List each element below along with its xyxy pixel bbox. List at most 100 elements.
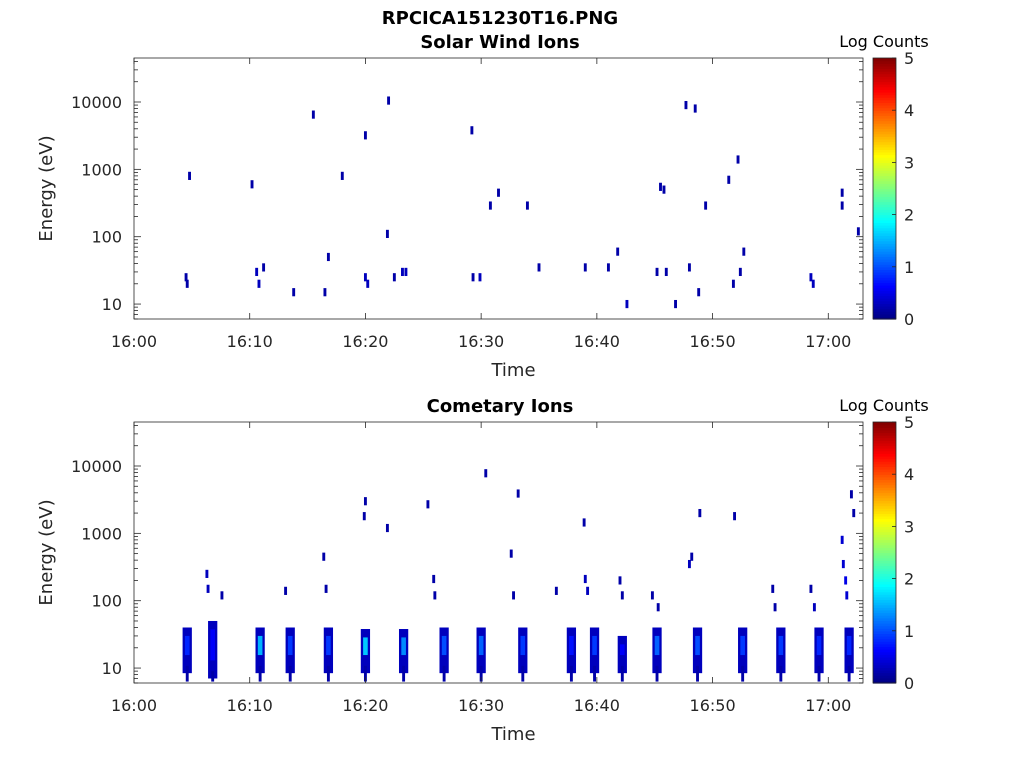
colorbar-segment <box>873 104 896 109</box>
colorbar-segment <box>873 290 896 294</box>
colorbar-segment <box>873 282 896 286</box>
spectrogram-cell <box>618 576 622 585</box>
colorbar-segment <box>873 112 896 117</box>
spectrogram-cell <box>695 635 700 656</box>
spectrogram-cell <box>773 603 777 612</box>
colorbar-segment <box>873 264 896 268</box>
spectrogram-cell <box>741 665 745 682</box>
spectrogram-cell <box>525 201 529 210</box>
colorbar-segment <box>873 604 896 608</box>
spectrogram-cell <box>385 523 389 533</box>
colorbar-segment <box>873 583 896 588</box>
spectrogram-cell <box>363 131 367 140</box>
spectrogram-cell <box>654 635 660 656</box>
spectrogram-cell <box>478 273 482 282</box>
spectrogram-cell <box>433 591 437 600</box>
colorbar-segment <box>873 489 896 494</box>
colorbar-segment <box>873 651 896 655</box>
spectrogram-cell <box>432 574 436 584</box>
spectrogram-cell <box>697 288 701 297</box>
colorbar-segment <box>873 474 896 478</box>
spectrogram-cell <box>206 584 210 593</box>
colorbar-tick-label: 0 <box>904 310 914 329</box>
colorbar-segment <box>873 555 896 559</box>
colorbar-segment <box>873 175 896 179</box>
axes-box <box>133 421 864 684</box>
colorbar-segment <box>873 311 896 315</box>
colorbar-segment <box>873 479 896 483</box>
colorbar-label: Log Counts <box>839 396 929 415</box>
colorbar-segment <box>873 607 896 611</box>
colorbar-segment <box>873 86 896 90</box>
colorbar-segment <box>873 266 896 271</box>
colorbar-segment <box>873 664 896 668</box>
colorbar-segment <box>873 677 896 681</box>
colorbar-segment <box>873 217 896 221</box>
spectrogram-cell <box>512 591 515 600</box>
spectrogram-cell <box>250 180 254 189</box>
x-tick-label: 17:00 <box>805 696 851 715</box>
x-axis-label: Time <box>490 724 535 745</box>
colorbar-segment <box>873 97 896 101</box>
spectrogram-cell <box>593 665 596 682</box>
y-axis-label: Energy (eV) <box>36 499 57 605</box>
colorbar-segment <box>873 476 896 481</box>
spectrogram-cell <box>363 273 367 282</box>
colorbar-segment <box>873 146 896 150</box>
colorbar-segment <box>873 144 896 148</box>
colorbar-tick-label: 4 <box>904 101 914 120</box>
spectrogram-cell <box>606 263 610 272</box>
spectrogram-cell <box>366 279 370 288</box>
colorbar-segment <box>873 308 896 312</box>
colorbar-segment <box>873 107 896 111</box>
colorbar-segment <box>873 138 896 143</box>
spectrogram-cell <box>620 665 624 682</box>
colorbar-segment <box>873 102 896 106</box>
spectrogram-cell <box>693 104 697 113</box>
spectrogram-cell <box>287 635 293 656</box>
spectrogram-cell <box>740 635 745 656</box>
colorbar-segment <box>873 298 896 302</box>
colorbar-tick-label: 3 <box>904 153 914 172</box>
colorbar-segment <box>873 159 896 163</box>
x-tick-label: 16:10 <box>227 696 273 715</box>
spectrogram-cell <box>592 635 597 656</box>
spectrogram-cell <box>811 279 815 288</box>
spectrogram-cell <box>292 288 296 297</box>
spectrogram-cell <box>687 559 691 569</box>
colorbar-label: Log Counts <box>839 32 929 51</box>
spectrogram-cell <box>255 267 259 277</box>
colorbar-segment <box>873 453 896 457</box>
colorbar-segment <box>873 482 896 486</box>
colorbar-segment <box>873 128 896 132</box>
colorbar-segment <box>873 172 896 177</box>
colorbar-segment <box>873 542 896 546</box>
x-tick-label: 16:30 <box>458 332 504 351</box>
colorbar-segment <box>873 549 896 554</box>
colorbar-tick-label: 2 <box>904 206 914 225</box>
colorbar-segment <box>873 435 896 439</box>
colorbar-segment <box>873 442 896 447</box>
colorbar-segment <box>873 78 896 83</box>
spectrogram-cell <box>340 171 344 180</box>
colorbar-segment <box>873 641 896 645</box>
colorbar-segment <box>873 534 896 538</box>
colorbar-segment <box>873 222 896 226</box>
colorbar-segment <box>873 424 896 428</box>
spectrogram-cell <box>846 635 852 656</box>
colorbar-segment <box>873 466 896 470</box>
spectrogram-cell <box>733 512 737 521</box>
colorbar-segment <box>873 251 896 255</box>
colorbar-segment <box>873 99 896 103</box>
colorbar-segment <box>873 193 896 197</box>
spectrogram-cell <box>684 100 688 110</box>
colorbar-segment <box>873 568 896 572</box>
colorbar-segment <box>873 625 896 629</box>
colorbar-segment <box>873 455 896 460</box>
spectrogram-cell <box>620 644 625 656</box>
colorbar-segment <box>873 633 896 637</box>
x-tick-label: 17:00 <box>805 332 851 351</box>
spectrogram-cell <box>616 247 620 256</box>
colorbar-segment <box>873 63 896 67</box>
colorbar-segment <box>873 448 896 452</box>
